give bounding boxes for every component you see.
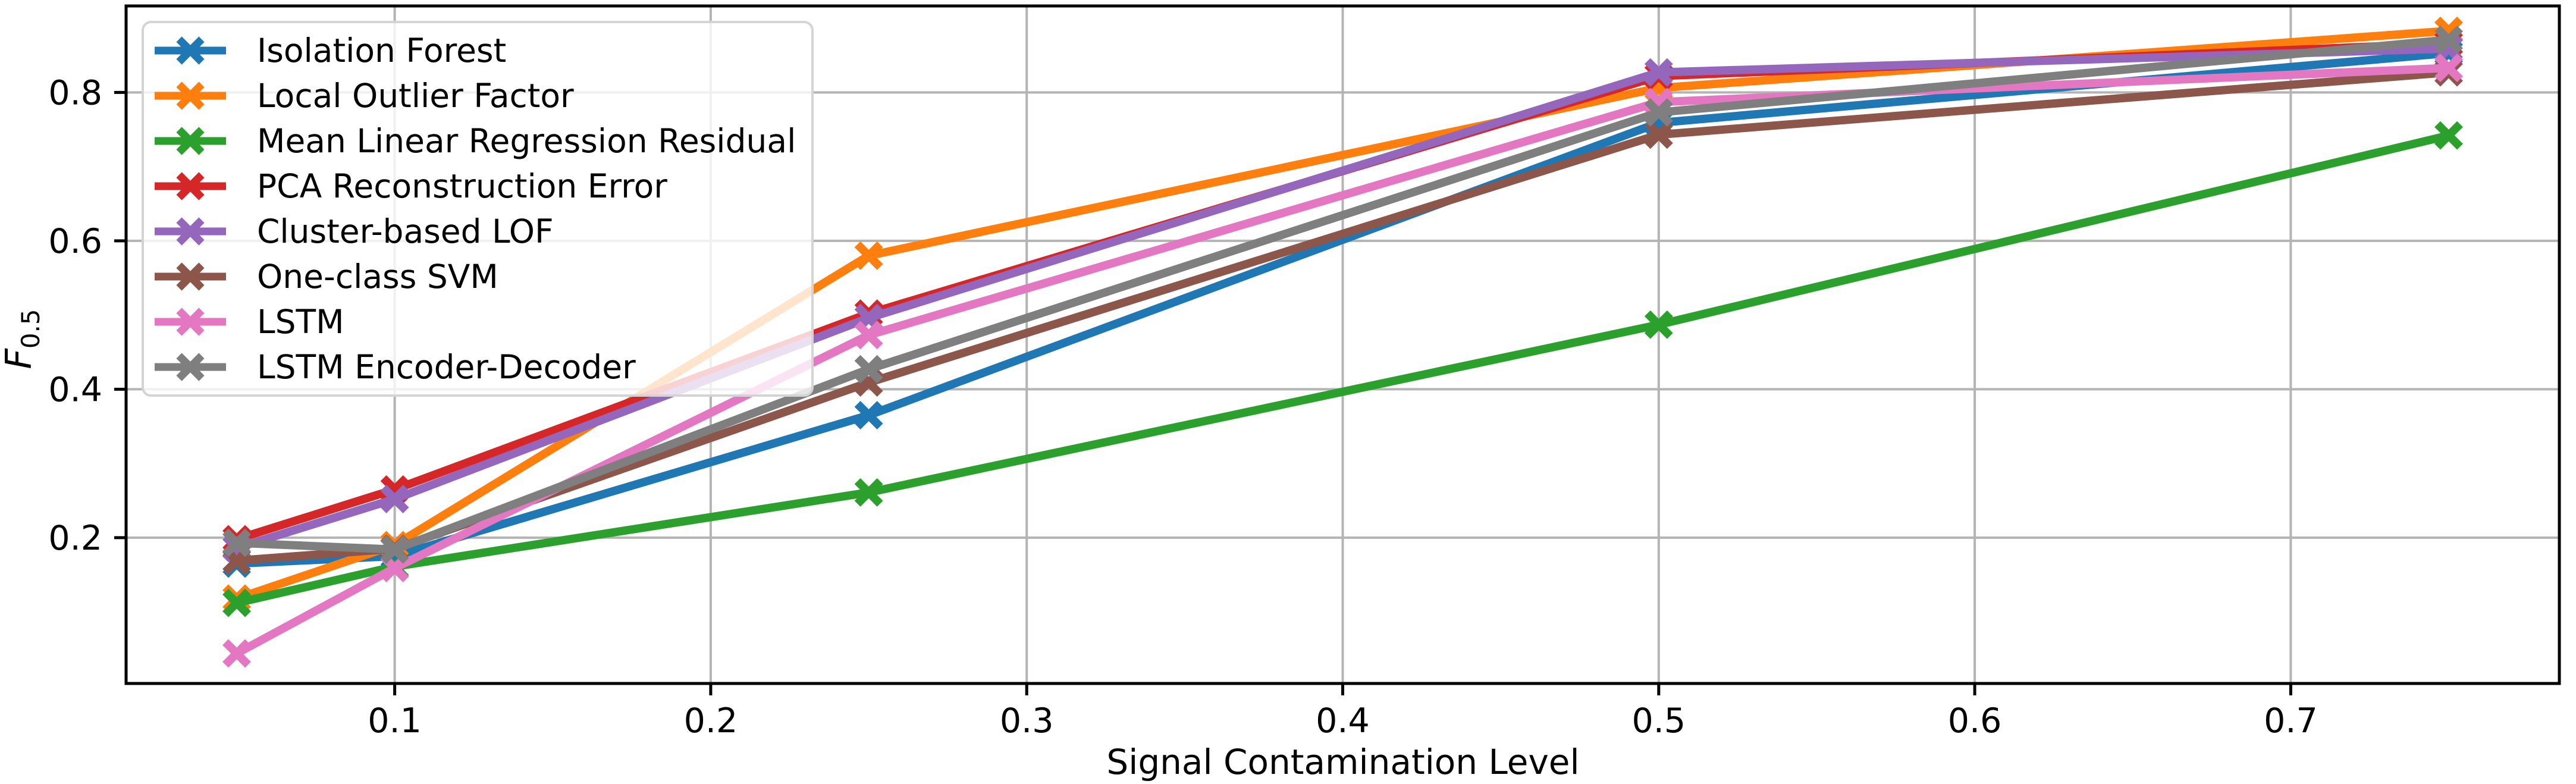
tick-layer: 0.1 0.2 0.3 0.4 0.5 0.6 0.7 0.2 0.4 0.6 0.8 <box>48 73 2317 741</box>
legend-label: One-class SVM <box>257 258 498 296</box>
series-markers-lstm <box>222 54 2463 668</box>
legend-item-lstm-encoder-decoder: LSTM Encoder-Decoder <box>153 344 796 390</box>
legend-item-cluster-based-lof: Cluster-based LOF <box>153 209 796 254</box>
y-tick-label: 0.6 <box>48 222 102 261</box>
x-marker-icon <box>176 36 205 65</box>
legend-handle-lstm <box>155 308 226 336</box>
legend-label: Isolation Forest <box>257 32 507 70</box>
x-marker-icon <box>176 217 205 246</box>
legend-label: Mean Linear Regression Residual <box>257 122 796 160</box>
x-tick-label: 0.4 <box>1316 701 1370 741</box>
legend-label: LSTM Encoder-Decoder <box>257 348 636 386</box>
legend-label: Cluster-based LOF <box>257 212 554 250</box>
legend-label: LSTM <box>257 303 344 341</box>
x-tick-label: 0.1 <box>368 701 422 741</box>
y-tick-label: 0.2 <box>48 519 102 558</box>
x-tick-label: 0.3 <box>1000 701 1054 741</box>
legend: Isolation Forest Local Outlier Factor Mean… <box>142 21 814 397</box>
x-marker-icon <box>176 172 205 200</box>
x-tick-label: 0.7 <box>2264 701 2318 741</box>
y-axis-label-subscript: 0.5 <box>16 309 45 349</box>
legend-item-mean-linear-regression-residual: Mean Linear Regression Residual <box>153 118 796 164</box>
x-marker-icon <box>176 353 205 381</box>
legend-handle-one-class-svm <box>155 262 226 291</box>
x-tick-label: 0.2 <box>684 701 738 741</box>
y-tick-label: 0.8 <box>48 73 102 112</box>
x-axis-label: Signal Contamination Level <box>1106 742 1579 782</box>
x-marker-icon <box>176 308 205 336</box>
legend-item-one-class-svm: One-class SVM <box>153 254 796 299</box>
x-marker-icon <box>176 81 205 110</box>
legend-handle-pca-reconstruction-error <box>155 172 226 200</box>
legend-handle-local-outlier-factor <box>155 81 226 110</box>
y-axis-label: F0.5 <box>0 309 45 369</box>
y-axis-label-main: F <box>0 348 40 369</box>
legend-item-local-outlier-factor: Local Outlier Factor <box>153 73 796 118</box>
legend-item-isolation-forest: Isolation Forest <box>153 28 796 73</box>
legend-label: PCA Reconstruction Error <box>257 167 667 205</box>
legend-handle-mean-linear-regression-residual <box>155 127 226 155</box>
x-marker-icon <box>176 127 205 155</box>
series-markers-lstm-encoder-decoder <box>222 25 2463 564</box>
legend-handle-lstm-encoder-decoder <box>155 353 226 381</box>
x-tick-label: 0.6 <box>1948 701 2002 741</box>
x-marker-icon <box>176 262 205 291</box>
series-layer <box>222 16 2463 668</box>
legend-item-lstm: LSTM <box>153 299 796 344</box>
legend-handle-isolation-forest <box>155 36 226 65</box>
legend-item-pca-reconstruction-error: PCA Reconstruction Error <box>153 164 796 209</box>
y-tick-label: 0.4 <box>48 370 102 409</box>
x-tick-label: 0.5 <box>1631 701 1686 741</box>
legend-handle-cluster-based-lof <box>155 217 226 246</box>
legend-label: Local Outlier Factor <box>257 77 574 115</box>
